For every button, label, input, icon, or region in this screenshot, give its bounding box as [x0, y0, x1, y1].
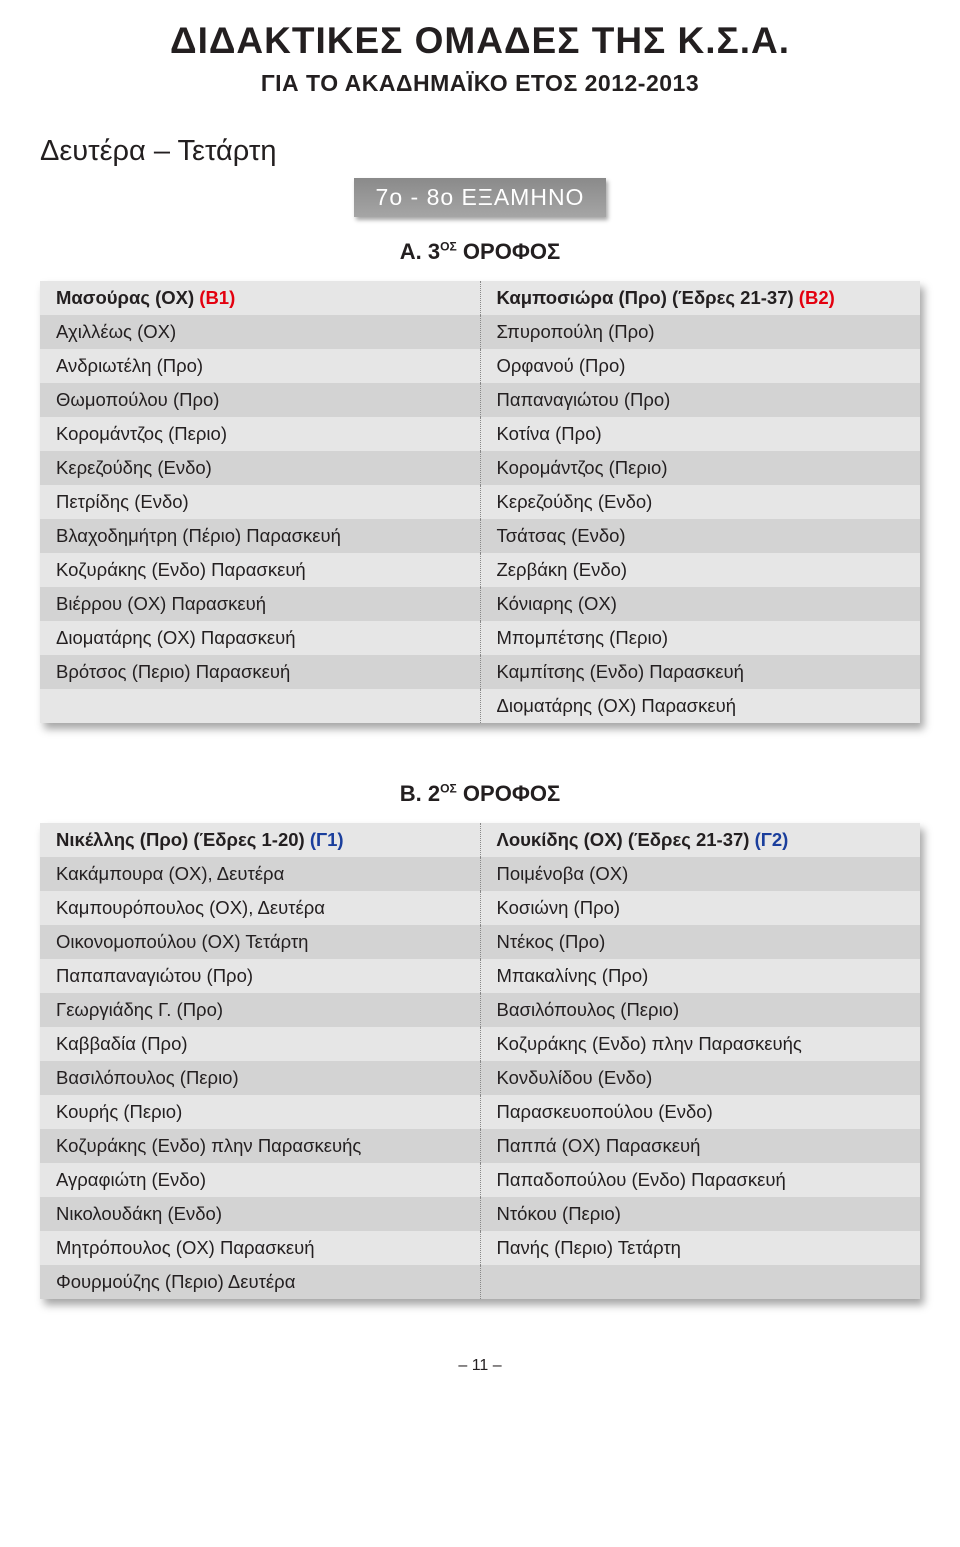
table-cell: Ντόκου (Περιο) — [480, 1197, 920, 1231]
table-cell: Καββαδία (Προ) — [40, 1027, 480, 1061]
table-a: Μασούρας (ΟΧ) (Β1)Καμποσιώρα (Προ) (Έδρε… — [40, 281, 920, 723]
table-cell: Φουρμούζης (Περιο) Δευτέρα — [40, 1265, 480, 1299]
table-cell: Παππά (ΟΧ) Παρασκευή — [480, 1129, 920, 1163]
table-cell: Κοτίνα (Προ) — [480, 417, 920, 451]
table-cell: Παρασκευοπούλου (Ενδο) — [480, 1095, 920, 1129]
day-heading: Δευτέρα – Τετάρτη — [40, 135, 920, 168]
column-header-right: Λουκίδης (ΟΧ) (Έδρες 21-37) (Γ2) — [480, 823, 920, 857]
table-cell: Παπαπαναγιώτου (Προ) — [40, 959, 480, 993]
subtitle: ΓΙΑ ΤΟ ΑΚΑΔΗΜΑΪΚΟ ΕΤΟΣ 2012-2013 — [40, 70, 920, 97]
table-cell: Κερεζούδης (Ενδο) — [480, 485, 920, 519]
table-cell: Μπακαλίνης (Προ) — [480, 959, 920, 993]
table-cell: Σπυροπούλη (Προ) — [480, 315, 920, 349]
table-cell: Μητρόπουλος (ΟΧ) Παρασκευή — [40, 1231, 480, 1265]
table-cell: Κακάμπουρα (ΟΧ), Δευτέρα — [40, 857, 480, 891]
table-cell: Πανής (Περιο) Τετάρτη — [480, 1231, 920, 1265]
table-cell: Διοματάρης (ΟΧ) Παρασκευή — [40, 621, 480, 655]
column-header-left: Νικέλλης (Προ) (Έδρες 1-20) (Γ1) — [40, 823, 480, 857]
table-cell: Νικολουδάκη (Ενδο) — [40, 1197, 480, 1231]
table-cell: Μπομπέτσης (Περιο) — [480, 621, 920, 655]
table-cell: Βλαχοδημήτρη (Πέριο) Παρασκευή — [40, 519, 480, 553]
semester-banner: 7ο - 8ο ΕΞΑΜΗΝΟ — [354, 178, 607, 217]
table-cell: Γεωργιάδης Γ. (Προ) — [40, 993, 480, 1027]
table-cell — [40, 689, 480, 723]
table-cell: Κοζυράκης (Ενδο) πλην Παρασκευής — [480, 1027, 920, 1061]
table-cell: Καμπίτσης (Ενδο) Παρασκευή — [480, 655, 920, 689]
page-number: – 11 – — [40, 1357, 920, 1375]
table-cell: Κορομάντζος (Περιο) — [480, 451, 920, 485]
table-b: Νικέλλης (Προ) (Έδρες 1-20) (Γ1)Λουκίδης… — [40, 823, 920, 1299]
table-cell: Βρότσος (Περιο) Παρασκευή — [40, 655, 480, 689]
table-cell: Πετρίδης (Ενδο) — [40, 485, 480, 519]
table-cell: Κερεζούδης (Ενδο) — [40, 451, 480, 485]
floor-b-label: Β. 2ΟΣ ΟΡΟΦΟΣ — [40, 781, 920, 807]
table-cell: Κορομάντζος (Περιο) — [40, 417, 480, 451]
table-cell: Βασιλόπουλος (Περιο) — [40, 1061, 480, 1095]
table-cell: Αχιλλέως (ΟΧ) — [40, 315, 480, 349]
table-cell: Διοματάρης (ΟΧ) Παρασκευή — [480, 689, 920, 723]
table-cell: Παπαδοπούλου (Ενδο) Παρασκευή — [480, 1163, 920, 1197]
table-cell: Παπαναγιώτου (Προ) — [480, 383, 920, 417]
table-cell: Καμπουρόπουλος (ΟΧ), Δευτέρα — [40, 891, 480, 925]
page-title: ΔΙΔΑΚΤΙΚΕΣ ΟΜΑΔΕΣ ΤΗΣ Κ.Σ.Α. — [40, 20, 920, 62]
table-cell: Ποιμένοβα (ΟΧ) — [480, 857, 920, 891]
table-cell: Βιέρρου (ΟΧ) Παρασκευή — [40, 587, 480, 621]
table-cell: Ζερβάκη (Ενδο) — [480, 553, 920, 587]
table-cell: Αγραφιώτη (Ενδο) — [40, 1163, 480, 1197]
table-cell: Κονδυλίδου (Ενδο) — [480, 1061, 920, 1095]
column-header-right: Καμποσιώρα (Προ) (Έδρες 21-37) (Β2) — [480, 281, 920, 315]
table-cell: Οικονομοπούλου (ΟΧ) Τετάρτη — [40, 925, 480, 959]
table-cell: Ορφανού (Προ) — [480, 349, 920, 383]
table-cell: Κοζυράκης (Ενδο) πλην Παρασκευής — [40, 1129, 480, 1163]
table-cell: Βασιλόπουλος (Περιο) — [480, 993, 920, 1027]
table-cell: Ντέκος (Προ) — [480, 925, 920, 959]
table-cell: Κουρής (Περιο) — [40, 1095, 480, 1129]
table-cell: Κοσιώνη (Προ) — [480, 891, 920, 925]
table-cell: Κοζυράκης (Ενδο) Παρασκευή — [40, 553, 480, 587]
table-cell: Θωμοπούλου (Προ) — [40, 383, 480, 417]
table-cell: Ανδριωτέλη (Προ) — [40, 349, 480, 383]
column-header-left: Μασούρας (ΟΧ) (Β1) — [40, 281, 480, 315]
table-cell: Κόνιαρης (ΟΧ) — [480, 587, 920, 621]
table-cell: Τσάτσας (Ενδο) — [480, 519, 920, 553]
floor-a-label: Α. 3ΟΣ ΟΡΟΦΟΣ — [40, 239, 920, 265]
table-cell — [480, 1265, 920, 1299]
